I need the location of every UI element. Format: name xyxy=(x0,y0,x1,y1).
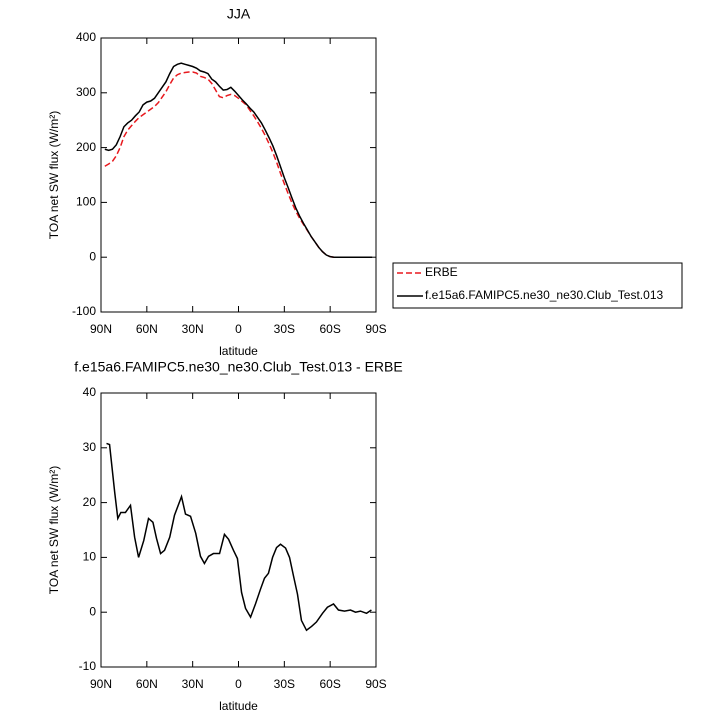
y-tick-label: 20 xyxy=(83,495,97,509)
x-tick-label: 90S xyxy=(365,322,386,336)
x-tick-label: 0 xyxy=(235,322,242,336)
x-tick-label: 90N xyxy=(90,677,112,691)
x-tick-label: 30S xyxy=(274,322,295,336)
plot-frame xyxy=(100,37,377,313)
legend-box xyxy=(392,262,683,309)
y-tick-label: -10 xyxy=(79,659,97,673)
legend-label: ERBE xyxy=(425,265,458,279)
y-tick-label: 200 xyxy=(76,140,96,154)
y-tick-label: 40 xyxy=(83,385,97,399)
y-axis-label: TOA net SW flux (W/m²) xyxy=(47,111,61,239)
x-tick-label: 90N xyxy=(90,322,112,336)
legend-label: f.e15a6.FAMIPC5.ne30_ne30.Club_Test.013 xyxy=(425,288,663,302)
x-tick-label: 30S xyxy=(274,677,295,691)
x-tick-label: 30N xyxy=(182,677,204,691)
y-tick-label: 400 xyxy=(76,30,96,44)
y-axis-label: TOA net SW flux (W/m²) xyxy=(47,466,61,594)
y-tick-label: 300 xyxy=(76,85,96,99)
plot-frame xyxy=(100,392,377,668)
x-tick-label: 90S xyxy=(365,677,386,691)
y-tick-label: -100 xyxy=(72,304,96,318)
data-line xyxy=(104,62,373,258)
y-tick-label: 100 xyxy=(76,195,96,209)
data-line xyxy=(104,71,373,258)
data-line xyxy=(106,442,372,632)
y-tick-label: 0 xyxy=(89,604,96,618)
x-tick-label: 60S xyxy=(319,677,340,691)
y-tick-label: 0 xyxy=(89,249,96,263)
y-tick-label: 10 xyxy=(83,550,97,564)
chart-title: f.e15a6.FAMIPC5.ne30_ne30.Club_Test.013 … xyxy=(74,359,402,375)
x-axis-label: latitude xyxy=(219,344,258,358)
x-tick-label: 60S xyxy=(319,322,340,336)
x-tick-label: 60N xyxy=(136,677,158,691)
x-tick-label: 0 xyxy=(235,677,242,691)
y-tick-label: 30 xyxy=(83,440,97,454)
x-tick-label: 60N xyxy=(136,322,158,336)
x-axis-label: latitude xyxy=(219,699,258,713)
x-tick-label: 30N xyxy=(182,322,204,336)
chart-title: JJA xyxy=(227,6,251,22)
